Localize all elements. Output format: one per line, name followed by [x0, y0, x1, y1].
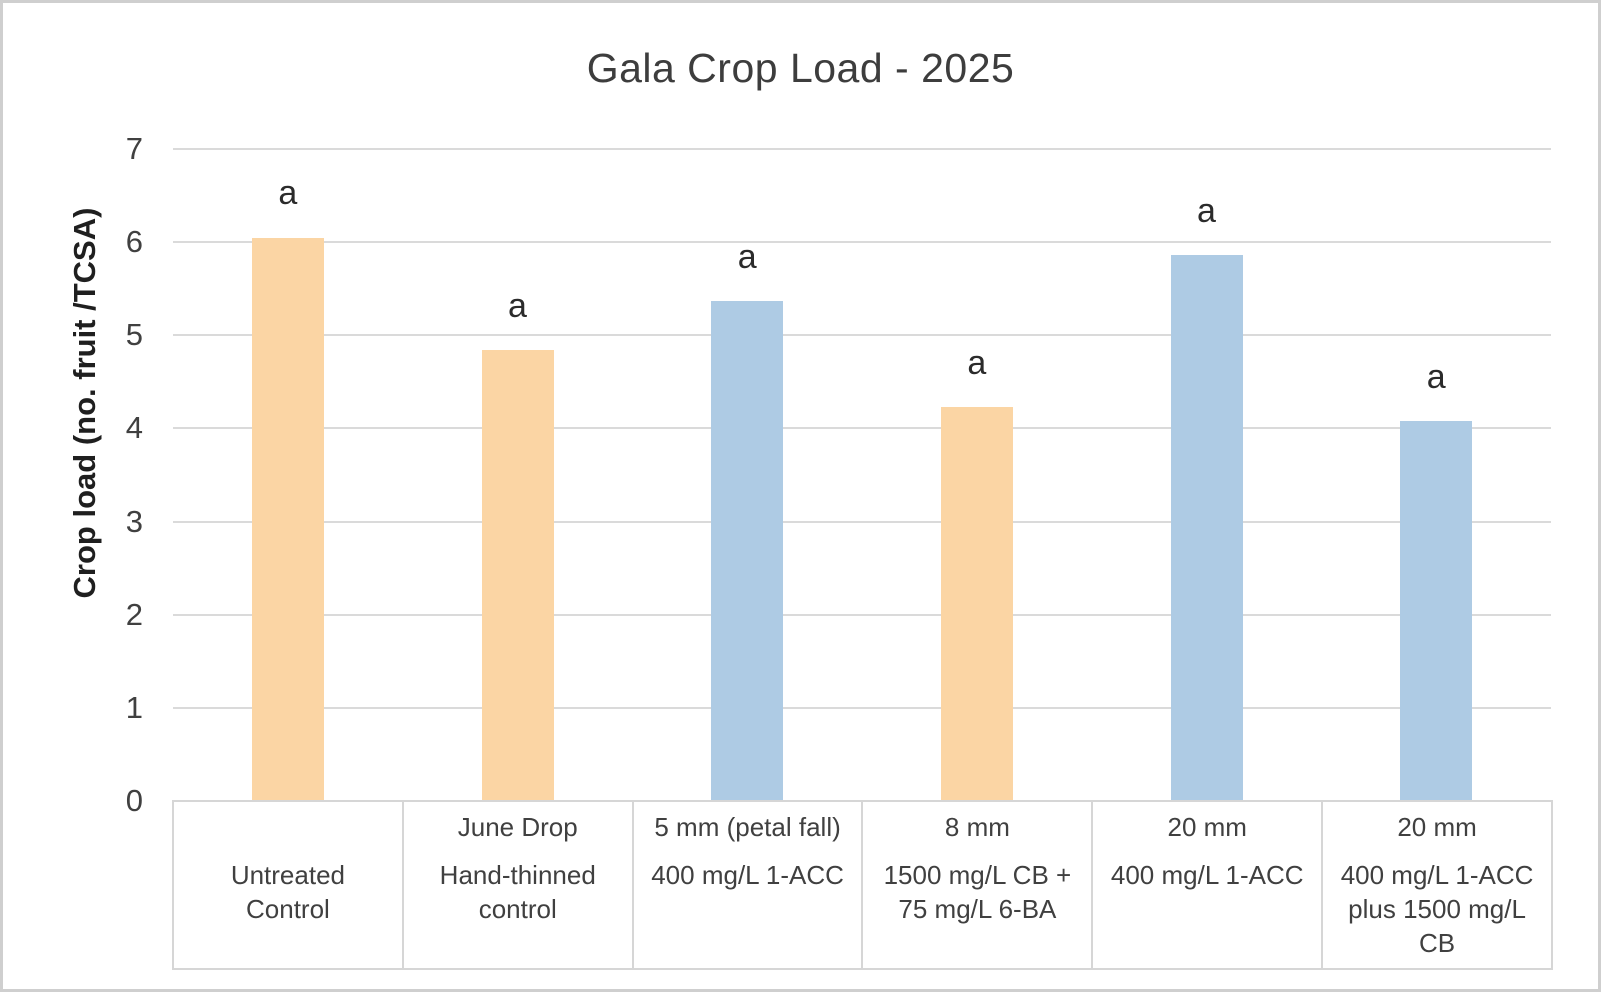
gridline-y7: [173, 148, 1551, 150]
category-treatment-label: 400 mg/L 1-ACC: [1110, 860, 1304, 890]
plot-area: a a a a a a: [173, 148, 1551, 801]
gridline-y1: [173, 706, 1551, 709]
bar-5: [1170, 255, 1243, 801]
category-treatment-label: 400 mg/L 1-ACC plus 1500 mg/L CB: [1340, 860, 1534, 958]
category-timing-label: 20 mm: [1167, 811, 1247, 842]
category-treatment-label: Hand-thinned control: [439, 860, 596, 924]
significance-letter-1: a: [278, 174, 298, 213]
bar-1: [251, 237, 324, 801]
category-cell-5: 20 mm 400 mg/L 1-ACC: [1091, 802, 1321, 968]
y-tick-label-7: 7: [125, 131, 143, 166]
y-tick-label-2: 2: [125, 596, 143, 632]
category-treatment-label: 1500 mg/L CB + 75 mg/L 6-BA: [883, 860, 1072, 924]
category-cell-2: June Drop Hand-thinned control: [401, 802, 632, 968]
significance-letter-5: a: [1197, 192, 1216, 231]
bar-2: [481, 350, 554, 801]
bar-3: [711, 300, 784, 801]
bar-6: [1400, 420, 1473, 801]
significance-letter-4: a: [967, 344, 987, 382]
category-treatment-label: Untreated Control: [230, 860, 345, 924]
gridline-y5: [173, 334, 1551, 337]
gridline-y3: [173, 520, 1551, 523]
y-tick-label-0: 0: [125, 783, 143, 818]
y-tick-label-6: 6: [125, 224, 143, 260]
y-tick-label-1: 1: [125, 689, 143, 725]
category-cell-4: 8 mm 1500 mg/L CB + 75 mg/L 6-BA: [861, 802, 1091, 968]
gridline-y2: [173, 613, 1551, 616]
bar-4: [940, 407, 1013, 801]
significance-letter-2: a: [508, 287, 527, 326]
category-timing-label: 8 mm: [944, 811, 1010, 842]
y-tick-label-4: 4: [125, 410, 143, 446]
category-timing-label: June Drop: [457, 811, 578, 842]
significance-letter-3: a: [737, 237, 757, 276]
significance-letter-6: a: [1426, 357, 1446, 396]
y-tick-label-3: 3: [125, 503, 143, 539]
category-timing-label: [174, 802, 402, 852]
x-axis-category-table: Untreated Control June Drop Hand-thinned c…: [172, 800, 1553, 970]
gridline-y6: [173, 241, 1551, 244]
chart-title: Gala Crop Load - 2025: [586, 45, 1015, 91]
category-cell-6: 20 mm 400 mg/L 1-ACC plus 1500 mg/L CB: [1321, 802, 1551, 968]
y-tick-label-5: 5: [125, 317, 143, 353]
category-cell-1: Untreated Control: [174, 802, 402, 968]
category-timing-label: 20 mm: [1397, 811, 1477, 842]
category-cell-3: 5 mm (petal fall) 400 mg/L 1-ACC: [631, 802, 862, 968]
category-timing-label: 5 mm (petal fall): [654, 811, 841, 842]
category-treatment-label: 400 mg/L 1-ACC: [651, 860, 844, 890]
gridline-y4: [173, 427, 1551, 430]
